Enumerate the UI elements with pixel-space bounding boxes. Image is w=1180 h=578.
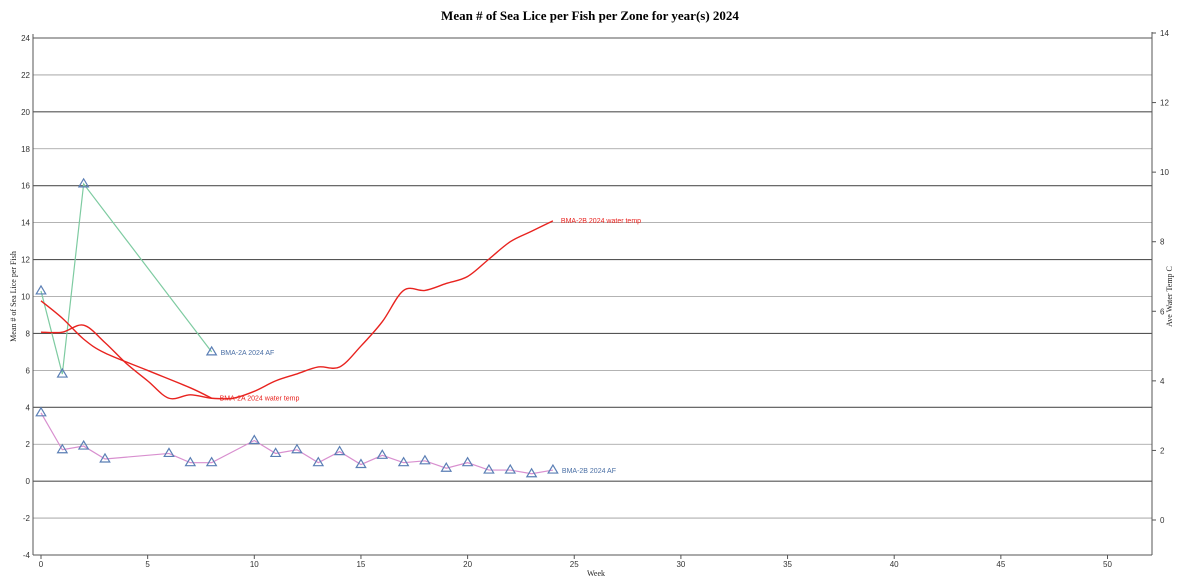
data-point-bma-2b-2024-af xyxy=(419,454,431,465)
y-tick-label: -4 xyxy=(23,551,31,560)
chart-title: Mean # of Sea Lice per Fish per Zone for… xyxy=(441,8,739,23)
y2-tick-label: 8 xyxy=(1160,238,1165,247)
series-label-bma-2b-2024-water-temp: BMA-2B 2024 water temp xyxy=(561,218,641,225)
x-tick-label: 45 xyxy=(996,560,1005,569)
y-tick-label: 18 xyxy=(21,145,30,154)
y-tick-label: 4 xyxy=(26,403,31,412)
series-labels: BMA-2A 2024 AF BMA-2B 2024 AF BMA-2A 2024 … xyxy=(220,218,642,475)
series-label-bma-2a-2024-af: BMA-2A 2024 AF xyxy=(221,350,275,357)
data-point-bma-2b-2024-af xyxy=(333,445,346,456)
series-line-bma-2a-2024-af xyxy=(40,182,213,375)
series-group xyxy=(35,177,559,478)
y-tick-label: -2 xyxy=(23,514,31,523)
data-point-bma-2b-2024-af xyxy=(291,443,303,454)
x-tick-label: 20 xyxy=(463,560,472,569)
data-point-bma-2b-2024-af xyxy=(397,456,410,467)
series-label-bma-2a-2024-water-temp: BMA-2A 2024 water temp xyxy=(220,395,300,402)
series-label-bma-2b-2024-af: BMA-2B 2024 AF xyxy=(562,468,616,475)
y-tick-label: 20 xyxy=(21,108,30,117)
data-point-bma-2b-2024-af xyxy=(248,434,261,445)
data-point-bma-2b-2024-af xyxy=(184,456,197,467)
y-tick-label: 2 xyxy=(26,440,31,449)
series-line-bma-2b-2024-water-temp xyxy=(40,220,554,400)
y2-tick-label: 4 xyxy=(1160,377,1165,386)
data-point-bma-2b-2024-af xyxy=(504,463,517,474)
series-line-bma-2b-2024-af xyxy=(40,412,554,475)
y-tick-label: 6 xyxy=(26,366,31,375)
data-point-bma-2b-2024-af xyxy=(312,456,325,467)
data-point-bma-2b-2024-af xyxy=(205,456,218,467)
x-tick-label: 10 xyxy=(250,560,259,569)
data-point-bma-2b-2024-af xyxy=(483,463,495,474)
y-tick-label: 24 xyxy=(21,34,30,43)
x-tick-label: 40 xyxy=(890,560,899,569)
x-tick-label: 50 xyxy=(1103,560,1112,569)
x-tick-label: 0 xyxy=(39,560,44,569)
data-point-bma-2b-2024-af xyxy=(440,462,453,472)
data-point-bma-2b-2024-af xyxy=(163,447,175,458)
y-axis-title: Mean # of Sea Lice per Fish xyxy=(9,251,18,342)
y-tick-label: 8 xyxy=(26,329,31,338)
data-point-bma-2b-2024-af xyxy=(376,449,389,459)
x-tick-label: 15 xyxy=(356,560,365,569)
data-point-bma-2a-2024-af xyxy=(205,345,218,356)
y-tick-label: 0 xyxy=(26,477,31,486)
y-tick-label: 12 xyxy=(21,256,30,265)
x-axis-title: Week xyxy=(587,569,605,578)
y2-tick-label: 10 xyxy=(1160,168,1169,177)
axes xyxy=(32,32,1156,559)
y2-tick-label: 6 xyxy=(1160,307,1165,316)
y2-axis-title: Ave Water Temp C xyxy=(1165,266,1174,327)
data-point-bma-2b-2024-af xyxy=(461,456,474,467)
data-point-bma-2b-2024-af xyxy=(56,443,69,454)
data-point-bma-2a-2024-af xyxy=(77,177,90,188)
y-tick-label: 22 xyxy=(21,71,30,80)
data-point-bma-2b-2024-af xyxy=(35,406,47,417)
y2-tick-label: 14 xyxy=(1160,29,1169,38)
data-point-bma-2b-2024-af xyxy=(77,439,90,450)
x-tick-label: 35 xyxy=(783,560,792,569)
data-point-bma-2b-2024-af xyxy=(547,463,559,474)
y2-tick-label: 2 xyxy=(1160,446,1165,455)
x-tick-label: 25 xyxy=(570,560,579,569)
y2-tick-label: 12 xyxy=(1160,99,1169,108)
data-point-bma-2b-2024-af xyxy=(355,458,367,469)
series-line-bma-2a-2024-water-temp xyxy=(40,300,212,399)
y-tick-label: 14 xyxy=(21,219,30,228)
data-point-bma-2a-2024-af xyxy=(35,284,47,295)
data-point-bma-2b-2024-af xyxy=(269,447,282,458)
y-tick-label: 10 xyxy=(21,293,30,302)
data-point-bma-2a-2024-af xyxy=(56,367,69,378)
x-tick-label: 5 xyxy=(145,560,150,569)
y2-tick-labels: 0 2 4 6 8 10 12 14 xyxy=(1160,29,1169,525)
y2-tick-label: 0 xyxy=(1160,516,1165,525)
data-point-bma-2b-2024-af xyxy=(99,452,111,463)
grid-lines xyxy=(33,37,1152,556)
data-point-bma-2b-2024-af xyxy=(525,467,538,478)
y-tick-label: 16 xyxy=(21,182,30,191)
x-tick-labels: 0 5 10 15 20 25 30 35 40 45 50 xyxy=(39,560,1113,569)
x-tick-label: 30 xyxy=(676,560,685,569)
